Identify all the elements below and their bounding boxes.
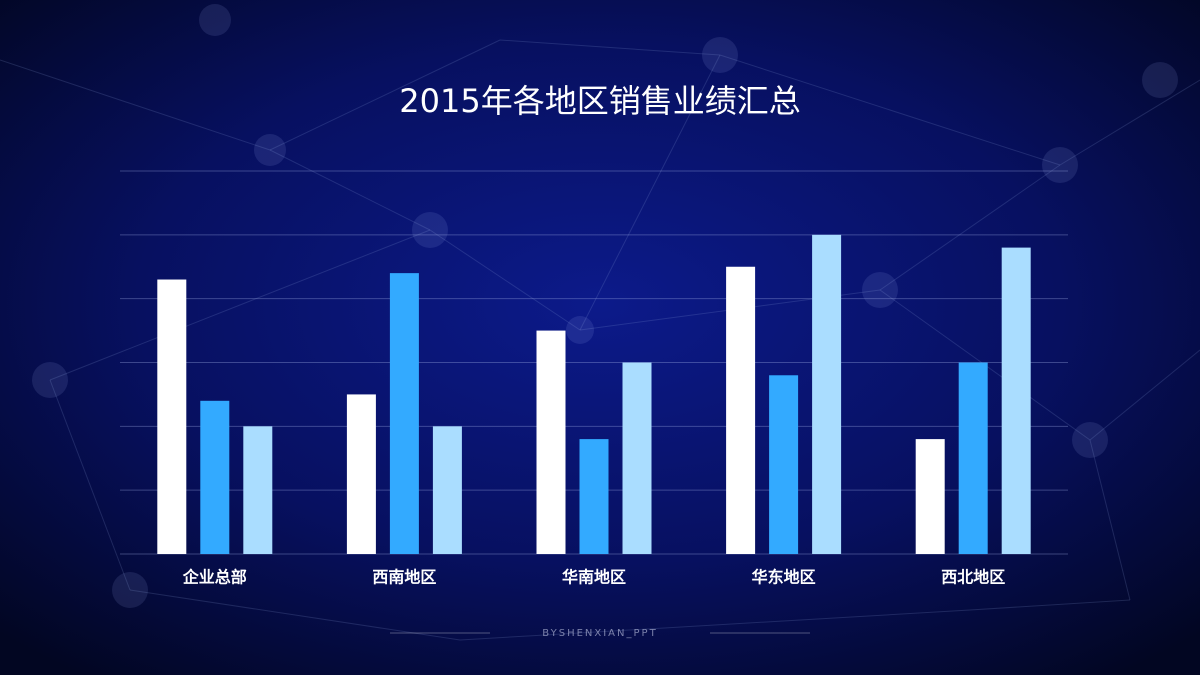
- bar: [915, 439, 945, 554]
- x-tick-label: 华南地区: [562, 568, 626, 587]
- bar: [1001, 247, 1031, 554]
- x-tick-label: 西北地区: [941, 568, 1005, 587]
- bar: [346, 394, 376, 554]
- bar: [389, 273, 419, 554]
- x-tick-label: 西南地区: [372, 568, 436, 587]
- bar: [579, 439, 609, 554]
- x-tick-label: 企业总部: [182, 568, 247, 587]
- bar: [812, 234, 842, 555]
- x-tick-label: 华东地区: [752, 568, 816, 587]
- bar: [243, 426, 273, 554]
- bar: [769, 375, 799, 554]
- bar: [200, 400, 230, 554]
- chart-title: 2015年各地区销售业绩汇总: [399, 82, 800, 120]
- bar: [157, 279, 187, 554]
- bar: [536, 330, 566, 554]
- bar: [622, 362, 652, 554]
- bar: [432, 426, 462, 554]
- bar: [958, 362, 988, 554]
- bar: [726, 266, 756, 554]
- footer-text: BYSHENXIAN_PPT: [542, 628, 657, 639]
